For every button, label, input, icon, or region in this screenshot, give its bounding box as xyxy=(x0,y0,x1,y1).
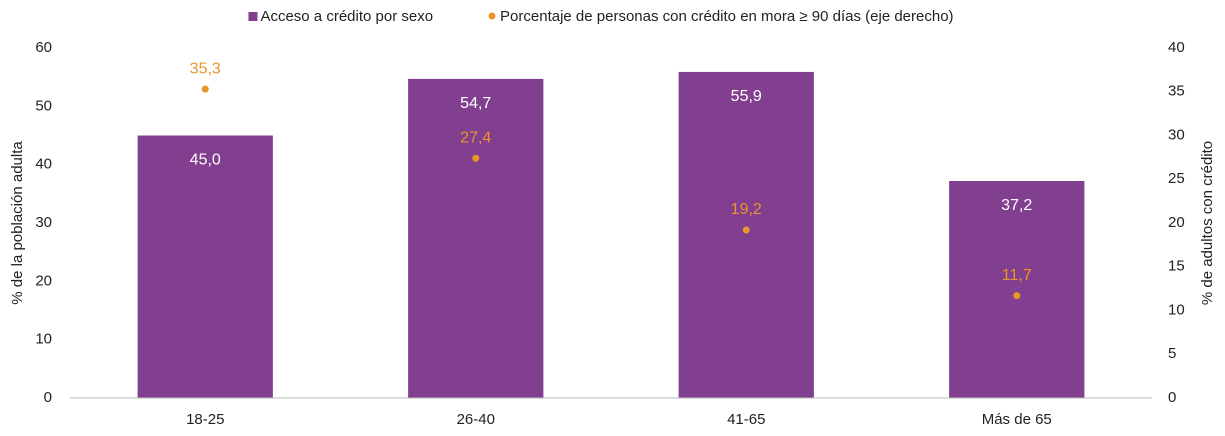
y-tick-label: 30 xyxy=(35,214,52,231)
y2-tick-label: 15 xyxy=(1168,258,1185,275)
x-tick-label: Más de 65 xyxy=(982,411,1052,428)
dot xyxy=(742,226,750,234)
y2-tick-label: 20 xyxy=(1168,214,1185,231)
legend-label: Acceso a crédito por sexo xyxy=(260,8,433,25)
y2-tick-label: 25 xyxy=(1168,170,1185,187)
x-tick-label: 41-65 xyxy=(727,411,765,428)
y2-axis-title: % de adultos con crédito xyxy=(1199,141,1216,305)
y-tick-label: 60 xyxy=(35,39,52,56)
dot xyxy=(1013,292,1021,300)
x-tick-label: 18-25 xyxy=(186,411,224,428)
y2-tick-label: 30 xyxy=(1168,126,1185,143)
y-tick-label: 50 xyxy=(35,97,52,114)
bar-value-label: 55,9 xyxy=(731,88,762,105)
dot-value-label: 11,7 xyxy=(1002,267,1032,284)
y-tick-label: 10 xyxy=(35,331,52,348)
bar xyxy=(408,78,544,399)
y2-tick-label: 0 xyxy=(1168,389,1176,406)
bar-value-label: 54,7 xyxy=(460,95,491,112)
y2-tick-label: 40 xyxy=(1168,39,1185,56)
dot xyxy=(472,154,480,162)
dot xyxy=(201,85,209,93)
y2-tick-label: 5 xyxy=(1168,345,1176,362)
legend-marker xyxy=(488,12,496,20)
y-tick-label: 0 xyxy=(44,389,52,406)
y-tick-label: 40 xyxy=(35,156,52,173)
x-tick-label: 26-40 xyxy=(457,411,495,428)
dot-value-label: 35,3 xyxy=(190,60,221,77)
bar xyxy=(137,135,273,398)
legend-marker xyxy=(248,12,258,21)
bar xyxy=(678,71,814,399)
y-tick-label: 20 xyxy=(35,272,52,289)
bar-value-label: 45,0 xyxy=(190,152,221,169)
y2-tick-label: 10 xyxy=(1168,301,1185,318)
bar xyxy=(949,181,1085,398)
bar-value-label: 37,2 xyxy=(1001,197,1032,214)
legend-label: Porcentaje de personas con crédito en mo… xyxy=(500,8,954,25)
y-axis-title: % de la población adulta xyxy=(9,141,26,305)
dot-value-label: 19,2 xyxy=(731,201,762,218)
dot-value-label: 27,4 xyxy=(460,129,491,146)
y2-tick-label: 35 xyxy=(1168,83,1185,100)
